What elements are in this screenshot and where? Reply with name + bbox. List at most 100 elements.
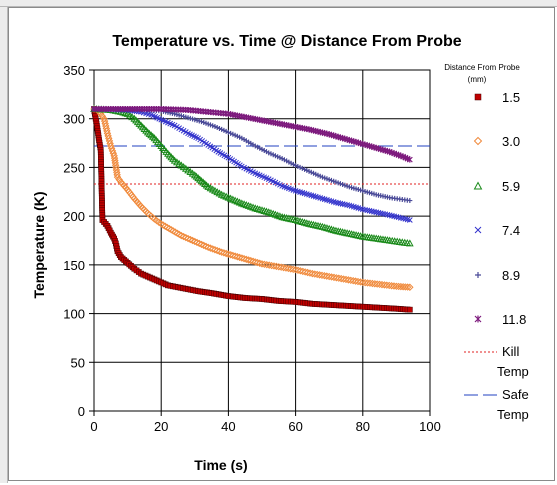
data-point bbox=[204, 243, 212, 252]
data-point bbox=[240, 254, 248, 263]
chart-svg: Temperature vs. Time @ Distance From Pro… bbox=[31, 33, 529, 473]
legend-title: Distance From Probe bbox=[444, 63, 520, 72]
data-point bbox=[405, 239, 414, 247]
data-point bbox=[211, 246, 219, 254]
data-point bbox=[115, 175, 123, 184]
data-point bbox=[188, 236, 197, 245]
data-point bbox=[342, 275, 350, 284]
data-point bbox=[251, 258, 259, 266]
data-point bbox=[213, 246, 221, 255]
legend: Distance From Probe (mm) 1.5 3.0 5.9 7.4 8.9 11… bbox=[444, 63, 529, 422]
data-point bbox=[299, 267, 307, 276]
legend-label: 1.5 bbox=[502, 90, 520, 105]
legend-label: Kill bbox=[502, 344, 519, 359]
data-point bbox=[256, 259, 264, 267]
data-point bbox=[224, 250, 233, 258]
data-point bbox=[406, 283, 414, 291]
data-point bbox=[380, 281, 389, 289]
legend-marker-11-8 bbox=[474, 315, 482, 323]
x-tick-label: 60 bbox=[288, 419, 302, 434]
series-8-9 bbox=[91, 106, 413, 204]
data-point bbox=[167, 226, 175, 234]
data-point bbox=[191, 237, 199, 246]
y-axis-label: Temperature (K) bbox=[31, 191, 47, 298]
data-point bbox=[366, 279, 374, 287]
data-point bbox=[406, 156, 413, 163]
data-point bbox=[275, 263, 283, 271]
data-point bbox=[279, 263, 288, 272]
data-point bbox=[182, 233, 190, 242]
data-point bbox=[371, 280, 379, 288]
data-point bbox=[277, 263, 285, 271]
data-point bbox=[272, 262, 281, 271]
x-tick-label: 80 bbox=[356, 419, 370, 434]
chart-title: Temperature vs. Time @ Distance From Pro… bbox=[112, 33, 461, 50]
y-tick-label: 100 bbox=[63, 307, 85, 322]
data-point bbox=[401, 283, 410, 291]
data-point bbox=[165, 224, 173, 233]
data-point bbox=[270, 262, 278, 270]
legend-label: Safe bbox=[502, 387, 529, 402]
x-tick-label: 40 bbox=[221, 419, 235, 434]
data-point bbox=[320, 272, 329, 280]
data-point bbox=[263, 261, 271, 269]
legend-marker-1-5 bbox=[474, 93, 482, 101]
data-point bbox=[233, 253, 242, 261]
data-point bbox=[200, 241, 208, 250]
data-point bbox=[392, 282, 401, 290]
legend-marker-8-9 bbox=[475, 272, 481, 278]
data-point bbox=[311, 270, 319, 278]
left-ruler bbox=[0, 0, 8, 483]
data-point bbox=[98, 112, 107, 120]
data-point bbox=[289, 265, 297, 274]
legend-marker-3-0 bbox=[473, 136, 483, 146]
data-point bbox=[306, 269, 314, 277]
data-point bbox=[406, 306, 413, 313]
data-point bbox=[397, 282, 405, 291]
data-point bbox=[177, 231, 186, 240]
data-point bbox=[215, 247, 224, 256]
data-point bbox=[399, 283, 407, 291]
y-tick-label: 300 bbox=[63, 112, 85, 127]
data-point bbox=[195, 239, 203, 248]
data-point bbox=[313, 270, 321, 279]
series-1-5 bbox=[91, 106, 413, 313]
x-axis-label: Time (s) bbox=[194, 457, 247, 473]
data-point bbox=[161, 222, 169, 230]
y-tick-label: 0 bbox=[78, 404, 85, 419]
data-point bbox=[197, 240, 206, 249]
x-tick-label: 0 bbox=[90, 419, 97, 434]
data-point bbox=[385, 281, 393, 290]
data-point bbox=[387, 282, 396, 290]
y-tick-label: 50 bbox=[71, 355, 85, 370]
data-point bbox=[222, 249, 230, 258]
data-point bbox=[368, 279, 377, 288]
series-5-9 bbox=[90, 104, 414, 247]
data-point bbox=[287, 265, 295, 273]
data-point bbox=[383, 281, 391, 289]
data-point bbox=[258, 260, 266, 268]
data-point bbox=[229, 251, 237, 260]
data-point bbox=[173, 229, 182, 237]
data-point bbox=[113, 171, 121, 179]
data-point bbox=[217, 248, 226, 256]
legend-label: 7.4 bbox=[502, 223, 520, 238]
data-point bbox=[242, 255, 251, 264]
data-point bbox=[407, 198, 413, 204]
data-point bbox=[330, 273, 338, 282]
chart-area[interactable]: Temperature vs. Time @ Distance From Pro… bbox=[8, 7, 555, 481]
data-point bbox=[159, 221, 167, 229]
data-point bbox=[249, 257, 257, 265]
data-point bbox=[171, 228, 180, 236]
y-tick-label: 250 bbox=[63, 160, 85, 175]
legend-marker-5-9 bbox=[473, 181, 483, 190]
data-point bbox=[356, 278, 365, 286]
data-point bbox=[175, 230, 184, 239]
data-point bbox=[184, 234, 192, 243]
data-point bbox=[202, 242, 210, 251]
data-point bbox=[220, 249, 228, 257]
data-point bbox=[186, 235, 195, 244]
data-point bbox=[318, 271, 326, 280]
series-11-8 bbox=[91, 105, 413, 163]
data-point bbox=[303, 268, 312, 277]
